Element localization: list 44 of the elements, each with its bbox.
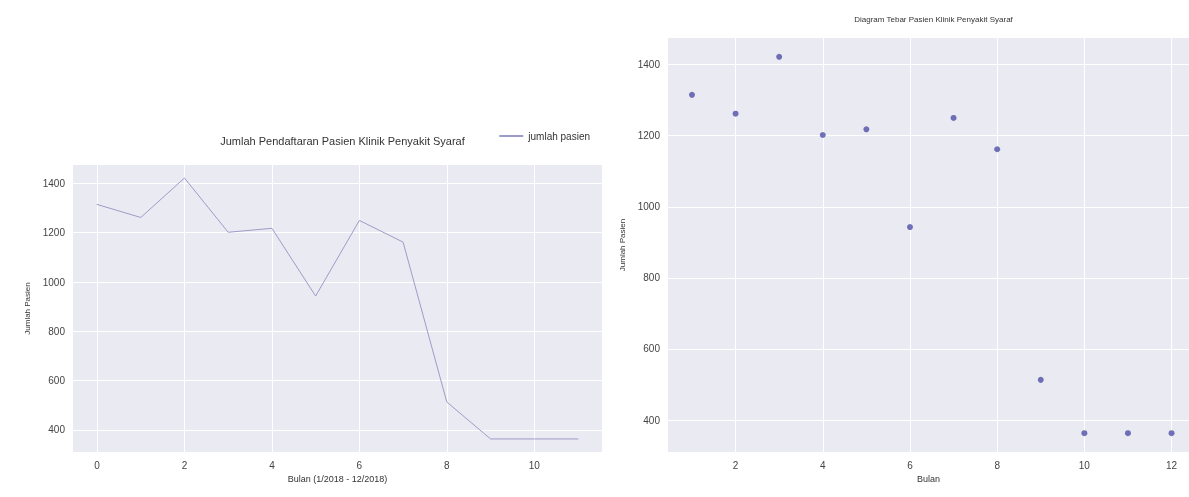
point xyxy=(819,132,826,139)
x-tick-label: 4 xyxy=(269,459,276,471)
y-tick-label: 1000 xyxy=(637,201,661,213)
point xyxy=(1124,430,1131,437)
point xyxy=(732,110,739,117)
point xyxy=(1081,430,1088,437)
y-tick-label: 400 xyxy=(643,414,661,426)
x-tick-label: 8 xyxy=(994,459,1001,471)
x-tick-label: 0 xyxy=(94,459,101,471)
point xyxy=(994,146,1001,153)
y-tick-label: 400 xyxy=(48,424,66,436)
point xyxy=(950,114,957,121)
x-tick-label: 2 xyxy=(181,459,188,471)
x-tick-label: 2 xyxy=(732,459,739,471)
y-tick-label: 600 xyxy=(48,375,66,387)
x-tick-label: 10 xyxy=(1078,459,1091,471)
y-tick-label: 1000 xyxy=(42,276,66,288)
x-axis-title: Bulan (1/2018 - 12/2018) xyxy=(287,474,388,485)
y-tick-label: 800 xyxy=(643,272,661,284)
point xyxy=(1037,376,1044,383)
y-tick-label: 1200 xyxy=(637,130,661,142)
y-tick-label: 800 xyxy=(48,325,66,337)
point xyxy=(863,126,870,133)
x-tick-label: 6 xyxy=(907,459,914,471)
x-tick-label: 10 xyxy=(528,459,541,471)
x-axis-title: Bulan xyxy=(916,474,941,485)
chart-title: Jumlah Pendaftaran Pasien Klinik Penyakit Syaraf xyxy=(220,134,466,147)
line-series xyxy=(96,177,579,440)
point xyxy=(906,224,913,231)
y-tick-label: 1200 xyxy=(42,227,66,239)
y-tick-label: 1400 xyxy=(42,177,66,189)
legend-label: jumlah pasien xyxy=(527,130,591,142)
x-tick-label: 6 xyxy=(356,459,363,471)
point xyxy=(1168,430,1175,437)
y-tick-label: 1400 xyxy=(637,59,661,71)
y-axis-title: Jumlah Pasien xyxy=(22,282,32,335)
x-tick-label: 8 xyxy=(444,459,451,471)
x-tick-label: 4 xyxy=(819,459,826,471)
x-tick-label: 12 xyxy=(1166,459,1178,471)
chart-title: Diagram Tebar Pasien Klinik Penyakit Syaraf xyxy=(854,14,1014,24)
point xyxy=(688,91,695,98)
y-axis-title: Jumlah Pasien xyxy=(617,218,627,272)
point xyxy=(776,53,783,60)
y-tick-label: 600 xyxy=(643,343,661,355)
